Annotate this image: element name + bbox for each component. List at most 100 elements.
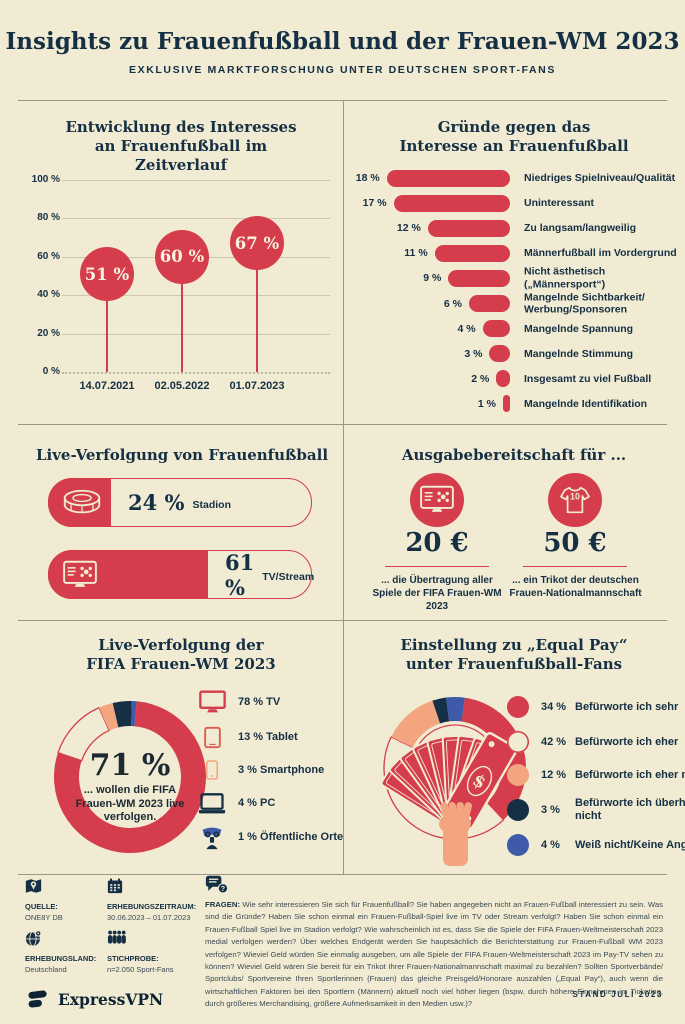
people-icon xyxy=(107,930,202,950)
footer-meta-value: ONE8Y DB xyxy=(25,913,63,922)
progress-fill xyxy=(48,550,208,599)
bar xyxy=(503,395,510,413)
footer-meta-block: ERHEBUNGSLAND: Deutschland xyxy=(25,930,120,974)
donut-chart: $ xyxy=(380,696,526,866)
bar xyxy=(427,219,510,237)
map-icon xyxy=(25,878,120,898)
legend-item: 1 % Öffentliche Orte xyxy=(196,823,343,851)
section-title: Ausgabebereitschaft für ... xyxy=(401,446,627,464)
pill-percent: 61 % xyxy=(225,549,255,600)
section-title: Einstellung zu „Equal Pay“ unter Frauenf… xyxy=(400,636,628,673)
bar xyxy=(496,370,510,388)
stand-date: STAND JULI 2023 xyxy=(572,990,663,999)
bar-label: Uninteressant xyxy=(524,196,595,209)
section-spending: Ausgabebereitschaft für ... 20 € ... die… xyxy=(343,424,685,620)
donut-segment xyxy=(131,701,137,727)
legend-swatch xyxy=(507,731,529,753)
footer-meta-value: 30.06.2023 – 01.07.2023 xyxy=(107,913,191,922)
bar xyxy=(468,295,510,312)
gridline xyxy=(62,295,330,297)
section-title: Live-Verfolgung von Frauenfußball xyxy=(35,446,329,464)
section-title: Entwicklung des Interesses an Frauenfußb… xyxy=(65,118,297,174)
section-interest-over-time: Entwicklung des Interesses an Frauenfußb… xyxy=(20,100,343,424)
bar-label: Mangelnde Sichtbarkeit/ Werbung/Sponsore… xyxy=(524,291,645,316)
bar-label: Zu langsam/langweilig xyxy=(524,221,637,234)
bar xyxy=(482,320,510,338)
section-live-following: Live-Verfolgung von Frauenfußball 24 % St… xyxy=(20,424,343,620)
gridline xyxy=(62,180,330,181)
legend-item: 12 % Befürworte ich eher nicht xyxy=(507,761,685,789)
questions-icon: ? xyxy=(205,875,229,895)
x-axis-label: 02.05.2022 xyxy=(154,380,210,392)
section-wm-following: Live-Verfolgung der FIFA Frauen-WM 2023 … xyxy=(20,620,343,874)
legend-item: 13 % Tablet xyxy=(196,723,298,751)
donut-center-caption: ... wollen die FIFA Frauen-WM 2023 live … xyxy=(75,784,185,823)
progress-pill: 61 % TV/Stream xyxy=(48,549,315,600)
gridline xyxy=(62,333,330,335)
questions-label: FRAGEN: xyxy=(205,900,241,909)
pill-category: Stadion xyxy=(192,498,232,511)
lollipop-stem xyxy=(106,274,108,372)
y-axis-tick: 60 % xyxy=(37,250,60,262)
y-axis-tick: 0 % xyxy=(42,366,60,377)
legend-label: Befürworte ich eher xyxy=(575,735,679,748)
legend-item: 3 % Befürworte ich überhaupt nicht xyxy=(507,796,685,824)
legend-label: Befürworte ich sehr xyxy=(575,700,679,713)
legend-percent: 3 % xyxy=(541,804,560,816)
section-title: Gründe gegen das Interesse an Frauenfußb… xyxy=(399,118,629,155)
legend-label: 4 % PC xyxy=(238,797,276,809)
legend-label: 13 % Tablet xyxy=(238,731,298,743)
expressvpn-logo: ExpressVPN xyxy=(25,986,163,1012)
donut-segment xyxy=(461,697,526,820)
bar-value: 9 % xyxy=(423,272,442,285)
public-viewing-icon xyxy=(196,825,228,850)
questions-text: FRAGEN: Wie sehr interessieren Sie sich … xyxy=(205,899,663,1011)
smartphone-icon xyxy=(196,760,228,780)
pill-category: TV/Stream xyxy=(262,570,315,583)
footer-meta-label: QUELLE: xyxy=(25,902,58,911)
legend-label: Befürworte ich eher nicht xyxy=(575,768,685,781)
gridline xyxy=(62,372,330,374)
section-title: Live-Verfolgung der FIFA Frauen-WM 2023 xyxy=(86,636,276,673)
legend-item: 42 % Befürworte ich eher xyxy=(507,728,685,756)
donut-segment xyxy=(391,700,441,748)
footer-meta-value: Deutschland xyxy=(25,965,67,974)
spend-caption: ... die Übertragung aller Spiele der FIF… xyxy=(372,575,502,612)
data-point: 67 % xyxy=(230,216,284,271)
donut-chart xyxy=(54,700,207,854)
legend-swatch xyxy=(507,799,529,821)
y-axis-tick: 20 % xyxy=(37,327,60,339)
y-axis-tick: 40 % xyxy=(37,289,60,301)
y-axis-tick: 100 % xyxy=(31,174,60,185)
bar-label: Nicht ästhetisch („Männersport“) xyxy=(524,265,606,291)
legend-item: 78 % TV xyxy=(196,688,280,716)
footer-meta-block: ERHEBUNGSZEITRAUM: 30.06.2023 – 01.07.202… xyxy=(107,878,202,922)
bar xyxy=(393,194,510,212)
donut-segment xyxy=(446,696,465,722)
legend-label: Weiß nicht/Keine Angabe xyxy=(575,838,685,851)
stadium-icon xyxy=(62,487,102,519)
bar-label: Mangelnde Stimmung xyxy=(524,347,634,360)
legend: 78 % TV 13 % Tablet 3 % Smartphone 4 % PC 1 … xyxy=(20,620,343,874)
svg-text:?: ? xyxy=(221,886,225,893)
bar-value: 11 % xyxy=(404,247,428,260)
legend-label: 3 % Smartphone xyxy=(238,764,325,776)
y-axis-tick: 80 % xyxy=(37,212,60,224)
bar-label: Insgesamt zu viel Fußball xyxy=(524,372,652,385)
divider xyxy=(18,100,667,101)
footer-meta-label: STICHPROBE: xyxy=(107,954,159,963)
bar-value: 17 % xyxy=(362,197,387,210)
donut-segment xyxy=(432,697,450,724)
divider xyxy=(18,620,667,621)
divider xyxy=(18,874,667,875)
progress-pill: 24 % Stadion xyxy=(48,478,312,527)
globe-icon xyxy=(25,930,120,950)
pill-bars: 24 % Stadion 61 % TV/Stream xyxy=(20,424,343,620)
bar-chart: 18 % Niedriges Spielniveau/Qualität 17 % Un… xyxy=(343,100,685,424)
legend-swatch xyxy=(507,834,529,856)
bar-value: 1 % xyxy=(477,397,496,410)
questions-body: Wie sehr interessieren Sie sich für Frau… xyxy=(205,900,663,1009)
divider xyxy=(18,424,667,425)
